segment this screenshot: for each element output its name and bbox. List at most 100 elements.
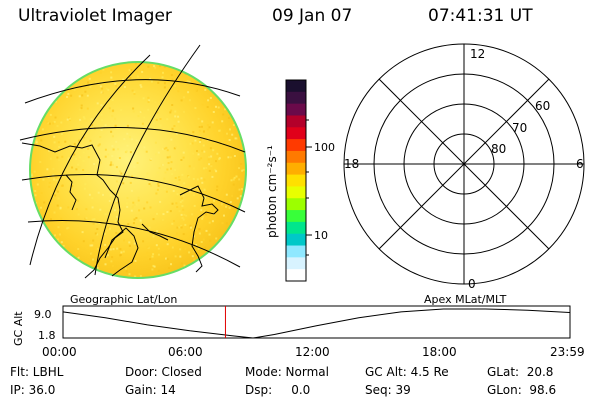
disk-pixel <box>89 244 92 247</box>
disk-pixel <box>207 158 210 161</box>
colorbar-segment <box>286 198 306 211</box>
disk-pixel <box>180 262 183 265</box>
disk-pixel <box>222 113 225 116</box>
colorbar-segment <box>286 127 306 140</box>
disk-pixel <box>155 192 158 195</box>
disk-pixel <box>83 117 86 120</box>
disk-pixel <box>218 152 221 155</box>
disk-pixel <box>54 236 57 239</box>
disk-pixel <box>70 94 73 97</box>
disk-pixel <box>102 68 105 71</box>
disk-pixel <box>137 199 140 202</box>
disk-pixel <box>159 200 162 203</box>
disk-pixel <box>40 206 42 209</box>
disk-pixel <box>111 155 114 157</box>
disk-pixel <box>198 232 201 235</box>
disk-pixel <box>133 92 136 95</box>
disk-pixel <box>111 135 114 138</box>
disk-pixel <box>74 147 77 150</box>
disk-pixel <box>215 170 218 173</box>
disk-pixel <box>150 184 153 187</box>
disk-pixel <box>154 215 157 218</box>
disk-pixel <box>181 173 184 176</box>
observation-date: 09 Jan 07 <box>272 6 353 26</box>
disk-pixel <box>136 162 139 164</box>
disk-pixel <box>215 160 217 163</box>
disk-pixel <box>174 255 177 258</box>
disk-pixel <box>96 266 99 269</box>
disk-pixel <box>126 132 129 135</box>
disk-pixel <box>180 226 183 229</box>
disk-pixel <box>159 124 162 127</box>
disk-pixel <box>201 103 204 106</box>
disk-pixel <box>147 108 150 111</box>
disk-pixel <box>127 223 130 226</box>
disk-pixel <box>203 197 206 199</box>
disk-pixel <box>115 199 118 202</box>
disk-pixel <box>232 124 235 127</box>
disk-pixel <box>192 194 195 197</box>
disk-pixel <box>205 167 208 169</box>
disk-pixel <box>235 137 238 140</box>
disk-pixel <box>139 141 142 144</box>
disk-pixel <box>30 173 33 176</box>
disk-pixel <box>225 193 228 196</box>
disk-pixel <box>105 255 108 258</box>
disk-pixel <box>227 156 230 159</box>
disk-pixel <box>171 173 174 176</box>
disk-pixel <box>166 211 169 213</box>
disk-pixel <box>140 110 143 113</box>
disk-pixel <box>196 178 199 181</box>
disk-pixel <box>99 161 102 164</box>
disk-pixel <box>148 99 151 102</box>
disk-pixel <box>90 118 93 121</box>
disk-pixel <box>242 168 245 171</box>
disk-pixel <box>133 203 136 206</box>
disk-pixel <box>185 233 187 236</box>
disk-pixel <box>158 167 161 170</box>
disk-pixel <box>115 180 118 183</box>
disk-pixel <box>221 201 224 204</box>
disk-pixel <box>157 181 160 184</box>
disk-pixel <box>89 125 91 128</box>
disk-pixel <box>173 220 175 222</box>
disk-pixel <box>87 147 90 150</box>
disk-pixel <box>204 88 207 91</box>
disk-pixel <box>107 88 110 91</box>
disk-pixel <box>86 107 89 110</box>
disk-pixel <box>60 217 63 220</box>
colorbar-segment <box>286 103 306 117</box>
disk-pixel <box>225 222 228 225</box>
disk-pixel <box>188 190 191 193</box>
disk-pixel <box>161 163 164 166</box>
gain-status: Gain: 14 <box>125 383 176 397</box>
disk-pixel <box>221 120 224 123</box>
disk-pixel <box>224 108 226 111</box>
colorbar-segment <box>286 186 306 199</box>
disk-pixel <box>82 240 85 243</box>
disk-pixel <box>91 218 94 221</box>
disk-pixel <box>223 202 226 205</box>
disk-pixel <box>163 86 166 89</box>
disk-pixel <box>119 254 122 257</box>
disk-pixel <box>78 95 81 98</box>
disk-pixel <box>156 111 159 114</box>
disk-pixel <box>115 215 118 218</box>
mlat-label-70: 70 <box>512 121 527 135</box>
disk-pixel <box>208 156 211 158</box>
disk-pixel <box>59 206 62 209</box>
mlt-meridian <box>378 78 550 250</box>
disk-pixel <box>145 150 148 153</box>
disk-pixel <box>229 201 232 204</box>
disk-pixel <box>103 224 106 227</box>
disk-pixel <box>192 131 195 134</box>
disk-pixel <box>218 158 221 161</box>
disk-pixel <box>129 181 132 184</box>
disk-pixel <box>176 226 179 229</box>
disk-pixel <box>171 202 174 205</box>
disk-pixel <box>108 200 111 202</box>
disk-pixel <box>67 92 70 95</box>
disk-pixel <box>214 168 217 171</box>
disk-pixel <box>213 199 215 202</box>
